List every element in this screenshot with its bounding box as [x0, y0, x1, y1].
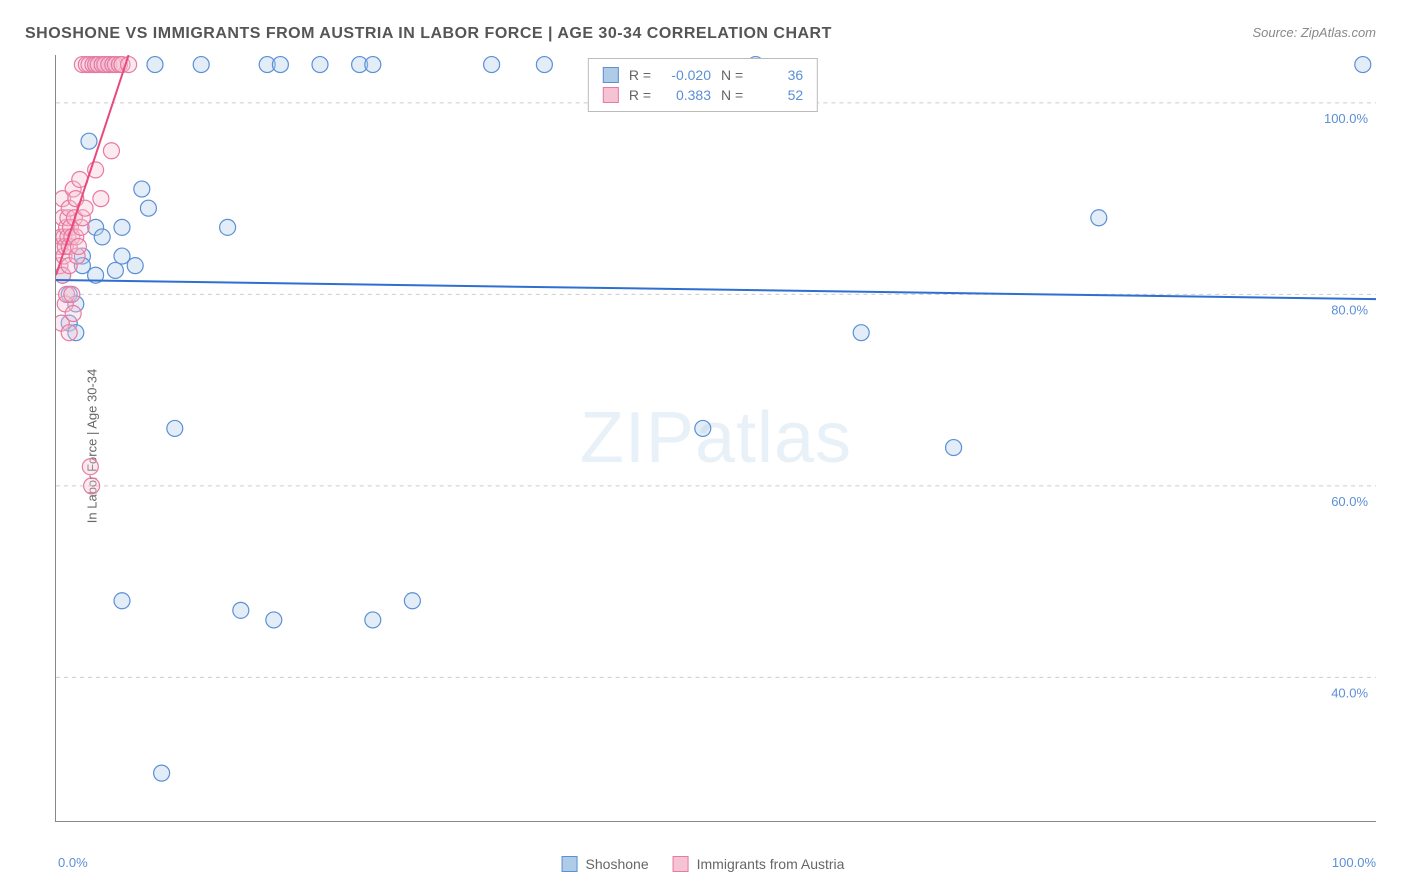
x-axis-start-label: 0.0%: [58, 855, 88, 870]
svg-text:60.0%: 60.0%: [1331, 494, 1368, 509]
swatch-icon: [673, 856, 689, 872]
r-value: 0.383: [661, 87, 711, 103]
x-axis-end-label: 100.0%: [1332, 855, 1376, 870]
swatch-icon: [603, 67, 619, 83]
stats-row: R = -0.020 N = 36: [603, 65, 803, 85]
n-label: N =: [721, 67, 743, 83]
scatter-plot-svg: 40.0% 60.0% 80.0% 100.0%: [56, 55, 1376, 821]
svg-text:80.0%: 80.0%: [1331, 302, 1368, 317]
svg-text:40.0%: 40.0%: [1331, 685, 1368, 700]
legend-label: Immigrants from Austria: [697, 856, 845, 872]
bottom-legend: Shoshone Immigrants from Austria: [562, 856, 845, 872]
r-label: R =: [629, 67, 651, 83]
r-value: -0.020: [661, 67, 711, 83]
n-label: N =: [721, 87, 743, 103]
swatch-icon: [603, 87, 619, 103]
plot-area: ZIPatlas 40.0%60.0%80.0%100.0%: [55, 55, 1376, 822]
svg-text:100.0%: 100.0%: [1324, 111, 1368, 126]
swatch-icon: [562, 856, 578, 872]
n-value: 52: [753, 87, 803, 103]
stats-box: R = -0.020 N = 36 R = 0.383 N = 52: [588, 58, 818, 112]
r-label: R =: [629, 87, 651, 103]
chart-title: SHOSHONE VS IMMIGRANTS FROM AUSTRIA IN L…: [25, 25, 832, 43]
legend-item: Shoshone: [562, 856, 649, 872]
n-value: 36: [753, 67, 803, 83]
source-label: Source: ZipAtlas.com: [1252, 25, 1376, 40]
legend-item: Immigrants from Austria: [673, 856, 845, 872]
stats-row: R = 0.383 N = 52: [603, 85, 803, 105]
legend-label: Shoshone: [586, 856, 649, 872]
